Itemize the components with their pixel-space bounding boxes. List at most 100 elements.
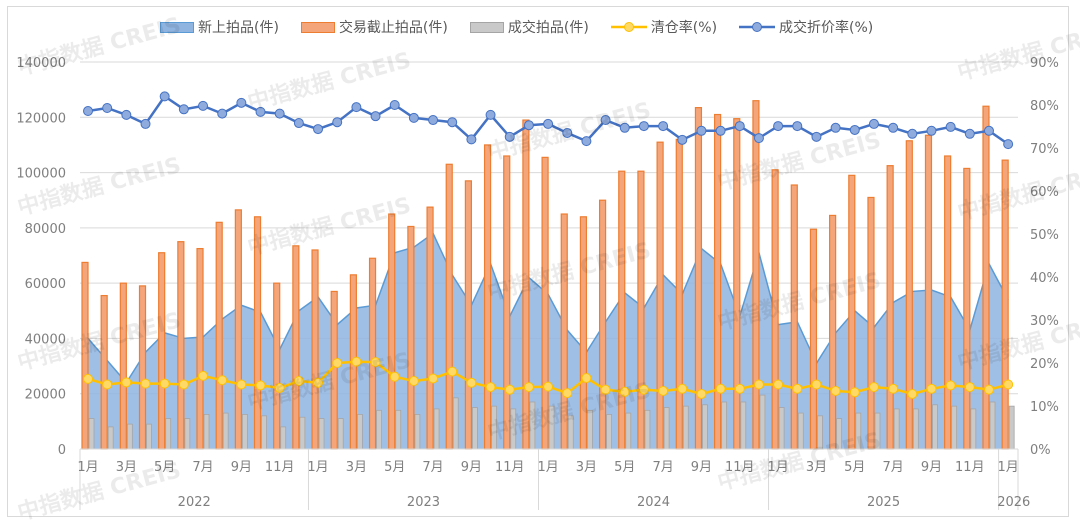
- legend-item-new-listings: 新上拍品(件): [160, 17, 279, 37]
- discount-rate-point: [773, 121, 784, 132]
- deals-bar: [280, 426, 287, 450]
- discount-rate-point: [102, 103, 113, 114]
- clearance-rate-point: [753, 379, 764, 390]
- clearance-rate-point: [217, 375, 228, 386]
- clearance-rate-point: [178, 379, 189, 390]
- legend-item-discount-rate: 成交折价率(%): [739, 17, 873, 37]
- x-month-label: 5月: [154, 460, 175, 475]
- discount-rate-point: [293, 118, 304, 129]
- deadline-listings-bar: [714, 113, 722, 450]
- y-right-tick-label: 70%: [1030, 142, 1059, 157]
- discount-rate-point: [562, 127, 573, 138]
- bar-swatch-icon: [469, 21, 504, 33]
- discount-rate-point: [274, 108, 285, 119]
- deals-bar: [912, 408, 919, 450]
- clearance-rate-point: [792, 383, 803, 394]
- y-right-tick-label: 40%: [1030, 271, 1059, 286]
- deadline-listings-bar: [809, 228, 818, 450]
- discount-rate-point: [715, 125, 726, 136]
- clearance-rate-point: [600, 384, 611, 395]
- deals-bar: [797, 412, 804, 450]
- discount-rate-point: [792, 121, 803, 132]
- clearance-rate-point: [408, 376, 419, 387]
- deadline-listings-bar: [119, 282, 127, 450]
- legend-label: 清仓率(%): [650, 20, 718, 36]
- discount-rate-point: [888, 122, 899, 133]
- discount-rate-point: [658, 121, 669, 132]
- legend-label: 新上拍品(件): [198, 20, 279, 36]
- x-month-label: 3月: [346, 460, 367, 475]
- deadline-listings-bar: [100, 294, 108, 450]
- discount-rate-point: [140, 118, 151, 129]
- deals-bar: [1008, 405, 1015, 450]
- x-month-label: 11月: [725, 460, 755, 475]
- clearance-rate-point: [945, 380, 956, 391]
- discount-rate-point: [159, 91, 170, 102]
- x-month-label: 11月: [265, 460, 295, 475]
- x-month-label: 5月: [384, 460, 405, 475]
- deadline-listings-bar: [177, 241, 185, 450]
- x-month-label: 9月: [691, 460, 712, 475]
- x-month-label: 9月: [461, 460, 482, 475]
- clearance-rate-point: [888, 383, 899, 394]
- discount-rate-point: [121, 109, 132, 120]
- discount-rate-point: [351, 102, 362, 113]
- x-year-label: 2026: [997, 495, 1030, 510]
- x-month-label: 11月: [495, 460, 525, 475]
- deals-bar: [222, 412, 229, 450]
- discount-rate-point: [734, 121, 745, 132]
- y-left-tick-label: 100000: [16, 167, 66, 182]
- deadline-listings-bar: [848, 174, 856, 450]
- clearance-rate-point: [734, 383, 745, 394]
- watermark: 中指数据 CREIS: [15, 152, 184, 221]
- legend-label: 成交拍品(件): [507, 20, 589, 36]
- legend-label: 成交折价率(%): [779, 20, 874, 36]
- x-month-label: 3月: [116, 460, 137, 475]
- deadline-listings-bar: [905, 140, 913, 450]
- deadline-listings-bar: [829, 214, 837, 450]
- y-left-tick-label: 40000: [25, 332, 66, 347]
- discount-rate-point: [677, 134, 688, 145]
- watermark: 中指数据 CREIS: [15, 457, 184, 523]
- deals-bar: [625, 412, 632, 450]
- line-marker-icon: [739, 22, 776, 32]
- discount-rate-point: [389, 100, 400, 110]
- deadline-listings-bar: [196, 247, 204, 450]
- discount-rate-point: [217, 108, 228, 119]
- deadline-listings-bar: [138, 285, 147, 450]
- discount-rate-point: [370, 111, 381, 122]
- clearance-rate-point: [428, 373, 439, 384]
- legend-item-deadline-listings: 交易截止拍品(件): [300, 17, 448, 37]
- deadline-listings-bar: [464, 180, 472, 450]
- clearance-rate-point: [332, 358, 343, 368]
- discount-rate-point: [1003, 139, 1014, 150]
- watermark: 中指数据 CREIS: [485, 97, 654, 166]
- deals-bar: [88, 418, 95, 450]
- clearance-rate-point: [964, 382, 975, 393]
- x-month-label: 1月: [537, 460, 558, 475]
- deals-bar: [356, 414, 363, 450]
- discount-rate-point: [523, 120, 534, 131]
- clearance-rate-point: [485, 382, 496, 393]
- deals-bar: [203, 414, 210, 450]
- x-year-label: 2022: [178, 495, 211, 510]
- deals-bar: [702, 404, 708, 450]
- clearance-rate-point: [140, 378, 151, 389]
- legend-item-deals: 成交拍品(件): [469, 17, 589, 37]
- bar-swatch-icon: [300, 21, 335, 33]
- clearance-rate-point: [1003, 379, 1014, 390]
- discount-rate-point: [485, 109, 496, 120]
- deadline-listings-bar: [368, 257, 377, 450]
- deadline-listings-bar: [752, 100, 760, 450]
- discount-rate-point: [619, 122, 630, 133]
- deals-bar: [261, 415, 267, 450]
- discount-rate-point: [868, 118, 879, 129]
- discount-rate-point: [255, 106, 266, 117]
- clearance-rate-point: [523, 382, 534, 393]
- deals-bar: [318, 418, 325, 450]
- discount-rate-point: [811, 131, 822, 142]
- clearance-rate-point: [121, 377, 132, 388]
- deals-bar: [471, 407, 478, 450]
- deadline-listings-bar: [407, 225, 415, 450]
- x-month-label: 3月: [806, 460, 827, 475]
